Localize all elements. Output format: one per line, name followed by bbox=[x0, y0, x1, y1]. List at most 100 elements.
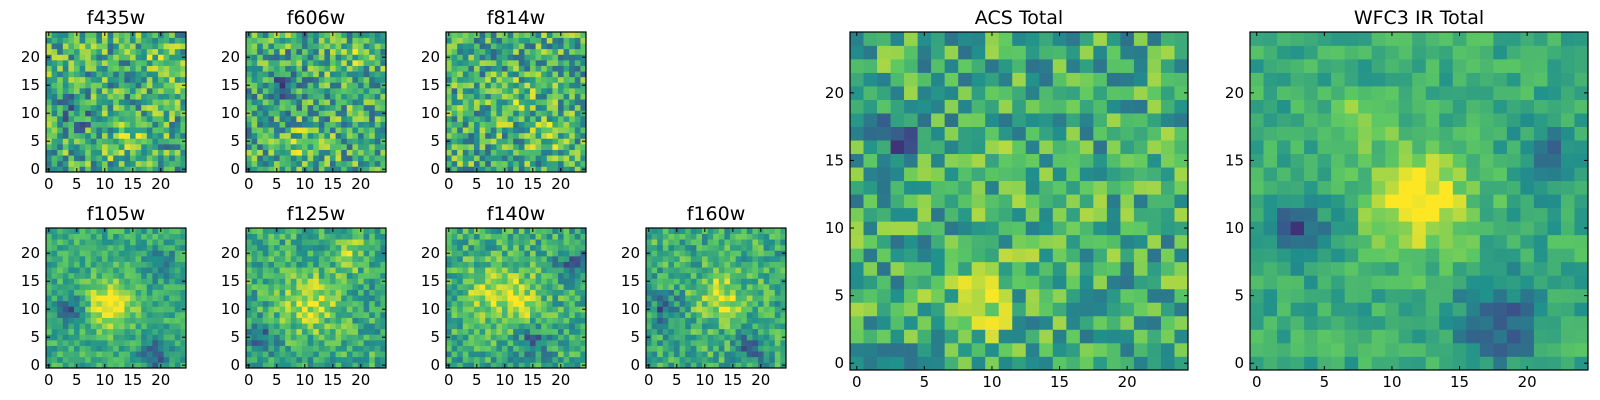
heatmap-cell bbox=[724, 362, 731, 369]
heatmap-cell bbox=[152, 144, 159, 150]
heatmap-cell bbox=[57, 317, 64, 324]
heatmap-cell bbox=[169, 99, 176, 106]
heatmap-cell bbox=[335, 60, 342, 66]
heatmap-cell bbox=[85, 345, 92, 352]
heatmap-cell bbox=[998, 167, 1013, 182]
heatmap-cell bbox=[758, 267, 764, 274]
heatmap-cell bbox=[1147, 261, 1162, 276]
heatmap-cell bbox=[518, 323, 525, 330]
heatmap-cell bbox=[279, 340, 286, 346]
heatmap-cell bbox=[358, 82, 364, 89]
heatmap-cell bbox=[535, 278, 542, 285]
heatmap-cell bbox=[124, 306, 131, 313]
heatmap-cell bbox=[524, 295, 531, 302]
heatmap-cell bbox=[546, 48, 553, 55]
heatmap-cell bbox=[518, 71, 525, 78]
heatmap-cell bbox=[257, 155, 264, 162]
heatmap-cell bbox=[302, 127, 308, 134]
heatmap-cell bbox=[524, 317, 531, 324]
heatmap-cell bbox=[490, 256, 497, 262]
heatmap-cell bbox=[496, 244, 503, 251]
heatmap-cell bbox=[358, 93, 364, 100]
heatmap-cell bbox=[850, 275, 864, 290]
heatmap-cell bbox=[569, 88, 576, 94]
heatmap-cell bbox=[124, 351, 131, 358]
heatmap-cell bbox=[462, 99, 469, 106]
heatmap-cell bbox=[79, 300, 86, 307]
heatmap-cell bbox=[468, 76, 475, 83]
heatmap-cell bbox=[746, 362, 753, 369]
heatmap-cell bbox=[863, 207, 878, 222]
heatmap-cell bbox=[451, 362, 458, 369]
heatmap-cell bbox=[563, 267, 570, 274]
heatmap-cell bbox=[931, 275, 945, 290]
heatmap-cell bbox=[485, 351, 492, 358]
heatmap-cell bbox=[574, 43, 581, 50]
heatmap-cell bbox=[335, 110, 342, 117]
heatmap-cell bbox=[1066, 342, 1081, 357]
heatmap-cell bbox=[490, 160, 497, 167]
heatmap-cell bbox=[563, 149, 570, 156]
heatmap-cell bbox=[563, 132, 570, 139]
heatmap-cell bbox=[374, 32, 381, 38]
heatmap-cell bbox=[474, 317, 480, 324]
heatmap-cell bbox=[462, 272, 469, 279]
heatmap-cell bbox=[335, 32, 342, 38]
heatmap-cell bbox=[1120, 356, 1135, 371]
heatmap-cell bbox=[451, 76, 458, 83]
heatmap-cell bbox=[268, 317, 275, 324]
heatmap-cell bbox=[479, 267, 486, 274]
heatmap-cell bbox=[1079, 180, 1094, 195]
heatmap-cell bbox=[296, 144, 303, 150]
heatmap-cell bbox=[380, 244, 387, 251]
heatmap-cell bbox=[369, 37, 376, 44]
heatmap-cell bbox=[485, 155, 492, 162]
heatmap-cell bbox=[369, 334, 376, 341]
heatmap-cell bbox=[518, 278, 525, 285]
heatmap-cell bbox=[313, 110, 320, 117]
heatmap-cell bbox=[462, 362, 469, 369]
heatmap-cell bbox=[513, 65, 520, 72]
heatmap-cell bbox=[296, 132, 303, 139]
heatmap-cell bbox=[558, 149, 564, 156]
heatmap-cell bbox=[574, 317, 581, 324]
heatmap-cell bbox=[118, 88, 125, 94]
heatmap-cell bbox=[741, 295, 748, 302]
heatmap-cell bbox=[163, 60, 170, 66]
heatmap-cell bbox=[524, 340, 531, 346]
heatmap-cell bbox=[262, 93, 269, 100]
heatmap-cell bbox=[730, 295, 736, 302]
heatmap-cell bbox=[569, 284, 576, 290]
heatmap-cell bbox=[158, 356, 164, 363]
heatmap-cell bbox=[346, 284, 353, 290]
heatmap-cell bbox=[313, 284, 320, 290]
heatmap-cell bbox=[462, 323, 469, 330]
heatmap-cell bbox=[135, 76, 142, 83]
heatmap-cell bbox=[79, 104, 86, 111]
heatmap-cell bbox=[268, 138, 275, 145]
heatmap-cell bbox=[474, 71, 480, 78]
heatmap-cell bbox=[346, 138, 353, 145]
heatmap-cell bbox=[730, 244, 736, 251]
heatmap-cell bbox=[113, 54, 120, 61]
heatmap-cell bbox=[563, 362, 570, 369]
heatmap-cell bbox=[68, 250, 75, 257]
y-tick-label: 0 bbox=[230, 356, 240, 374]
heatmap-cell bbox=[313, 32, 320, 38]
heatmap-cell bbox=[535, 340, 542, 346]
heatmap-cell bbox=[141, 295, 148, 302]
heatmap-cell bbox=[718, 345, 725, 352]
heatmap-cell bbox=[507, 356, 514, 363]
heatmap-cell bbox=[690, 300, 697, 307]
heatmap-cell bbox=[102, 149, 108, 156]
heatmap-cell bbox=[174, 345, 181, 352]
heatmap-cell bbox=[124, 43, 131, 50]
heatmap-cell bbox=[79, 250, 86, 257]
heatmap-cell bbox=[369, 160, 376, 167]
heatmap-cell bbox=[163, 76, 170, 83]
heatmap-cell bbox=[707, 228, 714, 234]
heatmap-cell bbox=[85, 244, 92, 251]
heatmap-cell bbox=[335, 239, 342, 246]
heatmap-cell bbox=[702, 351, 708, 358]
heatmap-cell bbox=[352, 110, 359, 117]
